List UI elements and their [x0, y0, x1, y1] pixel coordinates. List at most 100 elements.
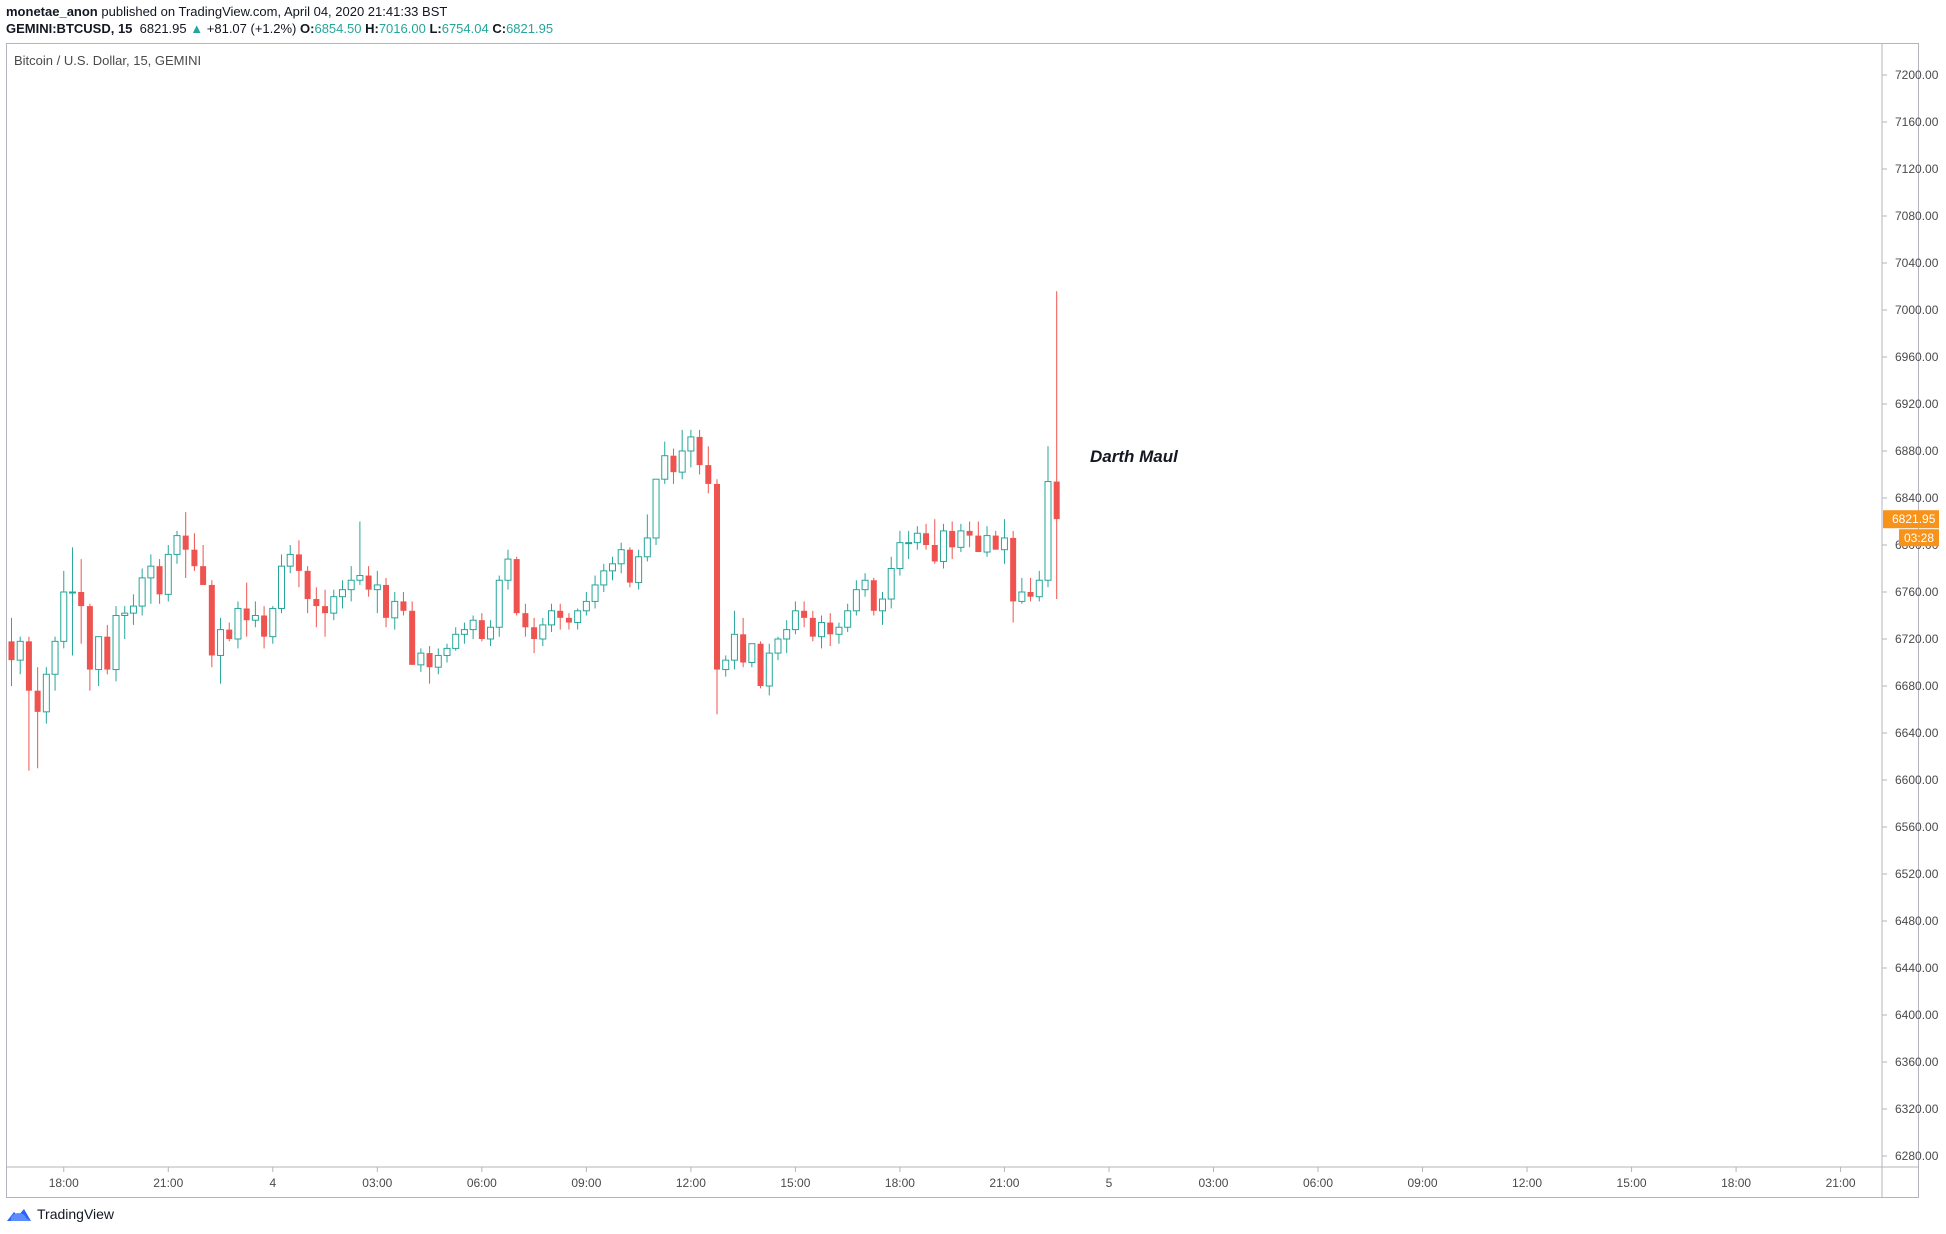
symbol-label: GEMINI:BTCUSD, 15 [6, 21, 133, 36]
price-axis-label: 6760.00 [1895, 585, 1939, 599]
candle-body [870, 580, 877, 611]
change-arrow-icon: ▲ [190, 21, 204, 36]
low-label: L: [429, 21, 442, 36]
candle-body [51, 640, 59, 675]
candle-body [714, 483, 721, 670]
time-axis-label: 03:00 [362, 1176, 392, 1190]
candle-body [818, 622, 826, 638]
tradingview-footer[interactable]: TradingView [6, 1206, 114, 1222]
candle-body [112, 615, 120, 671]
price-axis-label: 6520.00 [1895, 867, 1939, 881]
candle-body [129, 605, 137, 614]
candle-body [147, 565, 155, 579]
candle-body [852, 589, 860, 612]
time-axis-label: 4 [269, 1176, 276, 1190]
candle-body [966, 530, 973, 536]
candle-body [983, 535, 991, 553]
candle-body [696, 436, 703, 466]
candle-body [365, 575, 372, 590]
candle-body [417, 652, 425, 666]
candle-body [687, 436, 695, 452]
candle-body [487, 626, 495, 640]
candle-body [400, 601, 407, 611]
candle-body [722, 659, 730, 671]
candle-body [661, 455, 669, 480]
candle-body [347, 579, 355, 591]
candle-body [86, 606, 93, 670]
candle-body [774, 638, 782, 654]
candle-body [670, 455, 677, 473]
candle-body [531, 627, 538, 639]
countdown-tag [1899, 529, 1939, 547]
candle-body [434, 654, 442, 668]
open-label: O: [300, 21, 315, 36]
candle-body [251, 615, 259, 621]
candle-body [1044, 481, 1052, 581]
price-axis-label: 6600.00 [1895, 773, 1939, 787]
last-price: 6821.95 [139, 21, 187, 36]
candle-body [25, 641, 32, 691]
candle-body [478, 620, 485, 639]
candle-body [765, 652, 773, 687]
candle-body [791, 610, 799, 631]
price-axis-label: 6400.00 [1895, 1008, 1939, 1022]
candle-body [548, 610, 556, 626]
candle-body [923, 533, 930, 545]
candle-body [861, 579, 869, 591]
price-axis-label: 7000.00 [1895, 303, 1939, 317]
candle-body [469, 619, 477, 631]
candle-body [913, 532, 921, 544]
candle-body [827, 622, 834, 635]
candle-body [121, 612, 129, 617]
candle-body [269, 607, 277, 638]
candle-body [1053, 481, 1060, 520]
candle-body [261, 615, 268, 637]
candle-body [34, 690, 41, 712]
annotation-darth-maul: Darth Maul [1090, 447, 1179, 466]
candle-body [748, 643, 756, 664]
candle-body [16, 640, 24, 661]
candle-body [783, 629, 791, 640]
candle-body [835, 626, 843, 635]
candle-body [931, 545, 938, 562]
candle-body [426, 653, 433, 668]
candle-body [138, 577, 146, 607]
candle-body [443, 647, 451, 656]
candle-body [391, 600, 399, 619]
author-name[interactable]: monetae_anon [6, 4, 98, 19]
price-axis-label: 6280.00 [1895, 1149, 1939, 1163]
price-axis-label: 7160.00 [1895, 115, 1939, 129]
candle-body [809, 617, 816, 637]
candle-body [1027, 592, 1034, 597]
candle-body [313, 599, 320, 607]
price-axis-label: 7080.00 [1895, 209, 1939, 223]
low-value: 6754.04 [441, 21, 489, 36]
candle-body [383, 584, 390, 618]
footer-brand: TradingView [37, 1206, 115, 1222]
candle-body [705, 465, 712, 484]
time-axis-label: 06:00 [467, 1176, 497, 1190]
countdown-label: 03:28 [1904, 531, 1934, 545]
candle-body [8, 641, 15, 661]
price-axis-label: 6560.00 [1895, 820, 1939, 834]
high-label: H: [365, 21, 379, 36]
candle-body [539, 624, 547, 640]
high-value: 7016.00 [378, 21, 426, 36]
candle-body [95, 636, 103, 671]
price-axis-label: 6880.00 [1895, 444, 1939, 458]
close-value: 6821.95 [506, 21, 554, 36]
candle-body [191, 549, 198, 567]
candle-body [173, 535, 181, 555]
candle-body [304, 570, 311, 600]
time-axis-label: 21:00 [153, 1176, 183, 1190]
candle-body [243, 608, 250, 621]
time-axis-label: 09:00 [1408, 1176, 1438, 1190]
candle-body [78, 592, 85, 607]
candle-body [278, 565, 286, 609]
time-axis-label: 12:00 [676, 1176, 706, 1190]
candle-body [896, 542, 904, 570]
candle-body [1000, 537, 1008, 551]
candle-body [330, 596, 338, 614]
candle-body [626, 549, 633, 583]
